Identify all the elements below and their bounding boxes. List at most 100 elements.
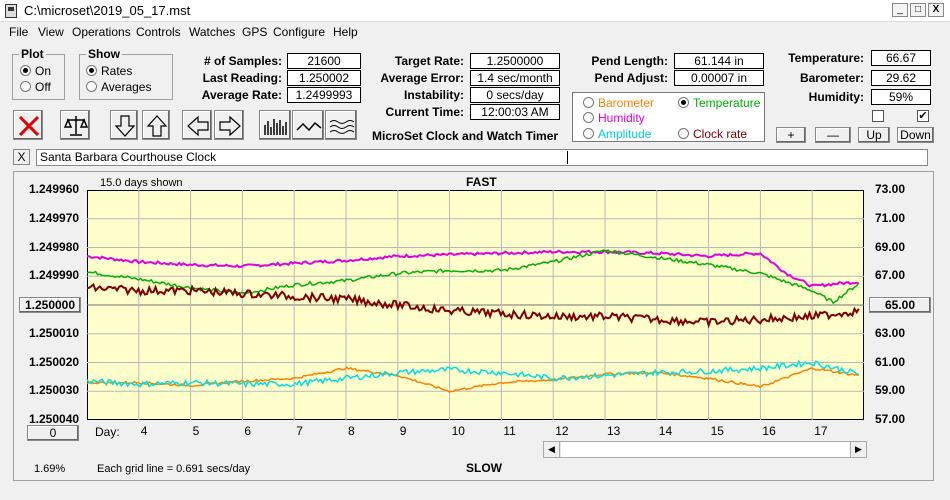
- pend-length-value: 61.144 in: [674, 53, 764, 69]
- legend-humidity[interactable]: Humidity: [583, 111, 645, 125]
- time-scrollbar[interactable]: ◀ ▶: [543, 441, 867, 458]
- current-time-label: Current Time:: [385, 105, 464, 119]
- x-tick-label: 16: [762, 424, 776, 438]
- maximize-button[interactable]: □: [910, 3, 926, 17]
- percent-label: 1.69%: [34, 463, 66, 475]
- right-y-tick-label: 71.00: [875, 210, 906, 225]
- plot-canvas[interactable]: [87, 190, 864, 420]
- x-tick-label: 6: [244, 424, 252, 438]
- days-shown-label: 15.0 days shown: [100, 177, 183, 189]
- minimize-button[interactable]: _: [892, 3, 908, 17]
- menu-view[interactable]: View: [38, 25, 64, 39]
- scrollbar-thumb[interactable]: [561, 442, 851, 457]
- menu-controls[interactable]: Controls: [136, 25, 181, 39]
- grid-note: Each grid line = 0.691 secs/day: [97, 463, 251, 475]
- stop-button[interactable]: [13, 110, 43, 140]
- series-legend: Barometer Temperature Humidity Amplitude…: [572, 92, 765, 142]
- radio-empty-icon: [583, 112, 594, 123]
- zero-button[interactable]: 0: [27, 425, 79, 441]
- left-y-tick-label: 1.249980: [29, 239, 80, 254]
- legend-amplitude[interactable]: Amplitude: [583, 127, 651, 141]
- show-group-title: Show: [86, 47, 122, 61]
- plot-group: Plot On Off: [12, 47, 65, 100]
- humidity-value: 59%: [871, 89, 931, 105]
- instability-value: 0 secs/day: [470, 87, 560, 103]
- title-bar: C:\microset\2019_05_17.mst _ □ X: [0, 0, 950, 22]
- watch-name-input[interactable]: Santa Barbara Courthouse Clock: [36, 149, 928, 166]
- left-y-tick-label: 1.250010: [29, 325, 80, 340]
- red-x-icon: [18, 115, 40, 137]
- close-button[interactable]: X: [928, 3, 944, 17]
- menu-bar: File View Operations Controls Watches GP…: [0, 22, 950, 42]
- temperature-value: 66.67: [871, 50, 931, 66]
- x-tick-label: 8: [348, 424, 355, 438]
- bar-graph-button[interactable]: [259, 110, 291, 140]
- arrow-up-icon: [146, 115, 168, 137]
- temperature-label: Temperature:: [788, 51, 864, 65]
- humidity-label: Humidity:: [808, 90, 864, 104]
- x-tick-label: 17: [814, 424, 828, 438]
- menu-gps[interactable]: GPS: [242, 25, 268, 39]
- show-averages-radio[interactable]: Averages: [86, 80, 151, 94]
- center-temp-button[interactable]: 65.00: [869, 297, 931, 313]
- menu-operations[interactable]: Operations: [72, 25, 131, 39]
- scroll-right-arrow-icon[interactable]: ▶: [850, 442, 866, 457]
- series-line-humidity: [87, 249, 860, 288]
- line-graph-button[interactable]: [292, 110, 324, 140]
- plot-group-title: Plot: [19, 47, 46, 61]
- show-rates-radio[interactable]: Rates: [86, 64, 132, 78]
- menu-configure[interactable]: Configure: [273, 25, 326, 39]
- scale-minus-button[interactable]: —: [815, 127, 851, 143]
- radio-empty-icon: [86, 81, 97, 92]
- plot-off-radio[interactable]: Off: [20, 80, 51, 94]
- average-rate-label: Average Rate:: [201, 88, 282, 102]
- legend-barometer[interactable]: Barometer: [583, 96, 654, 110]
- menu-file[interactable]: File: [9, 25, 29, 39]
- barometer-label: Barometer:: [799, 71, 864, 85]
- scroll-left-button[interactable]: [182, 110, 212, 140]
- x-tick-label: 14: [658, 424, 673, 438]
- target-rate-value: 1.2500000: [470, 53, 560, 69]
- samples-value: 21600: [287, 53, 361, 69]
- left-y-tick-label: 1.250040: [29, 412, 80, 426]
- auto-checkbox-1[interactable]: [872, 110, 884, 122]
- legend-temperature[interactable]: Temperature: [678, 96, 760, 110]
- scale-down-button[interactable]: Down: [897, 127, 934, 143]
- app-caption: MicroSet Clock and Watch Timer: [372, 129, 559, 143]
- scale-plus-button[interactable]: +: [776, 127, 806, 143]
- fast-label: FAST: [466, 175, 497, 189]
- scroll-up-button[interactable]: [142, 110, 170, 140]
- scroll-down-button[interactable]: [110, 110, 138, 140]
- radio-selected-icon: [678, 97, 689, 108]
- pend-length-label: Pend Length:: [591, 54, 668, 68]
- left-y-tick-label: 1.249960: [29, 182, 80, 196]
- right-y-tick-label: 57.00: [875, 412, 906, 426]
- left-y-tick-label: 1.249970: [29, 210, 80, 225]
- left-y-tick-label: 1.250020: [29, 354, 80, 369]
- legend-clock-rate[interactable]: Clock rate: [678, 127, 747, 141]
- balance-scale-icon: [63, 116, 89, 136]
- left-y-tick-label: 1.250030: [29, 383, 80, 398]
- window-title: C:\microset\2019_05_17.mst: [24, 3, 191, 18]
- scroll-left-arrow-icon[interactable]: ◀: [544, 442, 560, 457]
- watch-close-button[interactable]: X: [13, 149, 30, 165]
- x-tick-label: 9: [399, 424, 407, 438]
- scale-up-button[interactable]: Up: [858, 127, 890, 143]
- series-line-barometer: [87, 366, 860, 393]
- x-tick-label: 10: [451, 424, 465, 438]
- radio-selected-icon: [20, 65, 31, 76]
- wave-graph-button[interactable]: [325, 110, 357, 140]
- calibrate-button[interactable]: [60, 110, 90, 140]
- day-axis-label: Day:: [95, 425, 120, 439]
- menu-help[interactable]: Help: [333, 25, 358, 39]
- plot-on-radio[interactable]: On: [20, 64, 51, 78]
- auto-checkbox-2[interactable]: ✔: [917, 110, 929, 122]
- scroll-right-button[interactable]: [214, 110, 244, 140]
- app-icon[interactable]: [5, 4, 17, 18]
- menu-watches[interactable]: Watches: [189, 25, 236, 39]
- x-tick-label: 13: [607, 424, 621, 438]
- center-rate-button[interactable]: 1.250000: [19, 297, 81, 313]
- barometer-value: 29.62: [871, 70, 931, 86]
- average-error-label: Average Error:: [380, 71, 464, 85]
- radio-empty-icon: [20, 81, 31, 92]
